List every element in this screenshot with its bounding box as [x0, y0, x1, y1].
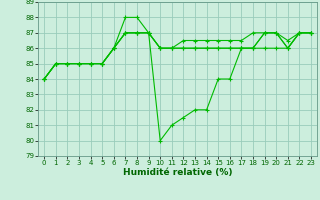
X-axis label: Humidité relative (%): Humidité relative (%)	[123, 168, 232, 177]
